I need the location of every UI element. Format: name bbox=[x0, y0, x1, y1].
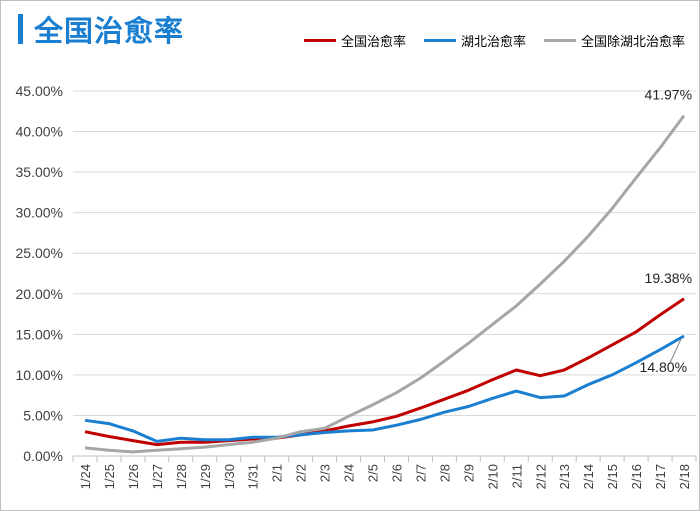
x-tick-label: 2/1 bbox=[270, 464, 285, 482]
y-tick-label: 5.00% bbox=[23, 407, 63, 423]
x-tick-label: 2/4 bbox=[342, 464, 357, 482]
legend-item-national: 全国治愈率 bbox=[303, 31, 406, 50]
y-tick-label: 0.00% bbox=[23, 448, 63, 464]
data-label: 19.38% bbox=[645, 270, 692, 286]
x-tick-label: 2/10 bbox=[485, 464, 500, 489]
x-tick-label: 2/5 bbox=[366, 464, 381, 482]
legend-item-hubei: 湖北治愈率 bbox=[423, 31, 526, 50]
x-tick-label: 2/13 bbox=[557, 464, 572, 489]
legend-label: 全国治愈率 bbox=[340, 35, 406, 50]
x-tick-label: 2/7 bbox=[413, 464, 428, 482]
x-tick-label: 1/29 bbox=[198, 464, 213, 489]
y-tick-label: 40.00% bbox=[16, 124, 63, 140]
x-tick-label: 2/14 bbox=[581, 464, 596, 489]
x-tick-label: 2/18 bbox=[677, 464, 692, 489]
x-tick-label: 1/24 bbox=[78, 464, 93, 489]
y-tick-label: 35.00% bbox=[16, 164, 63, 180]
legend-swatch bbox=[423, 39, 456, 42]
x-tick-label: 2/12 bbox=[533, 464, 548, 489]
x-tick-label: 2/16 bbox=[629, 464, 644, 489]
x-tick-label: 2/2 bbox=[294, 464, 309, 482]
series-line-0 bbox=[84, 297, 685, 447]
x-tick-label: 2/15 bbox=[605, 464, 620, 489]
x-tick-label: 1/25 bbox=[102, 464, 117, 489]
y-tick-label: 10.00% bbox=[16, 367, 63, 383]
legend-swatch bbox=[303, 39, 336, 42]
data-label: 14.80% bbox=[640, 359, 687, 375]
x-tick-label: 2/6 bbox=[389, 464, 404, 482]
legend: 全国治愈率 湖北治愈率 全国除湖北治愈率 bbox=[303, 31, 685, 50]
legend-label: 湖北治愈率 bbox=[460, 35, 526, 50]
legend-swatch bbox=[543, 39, 576, 42]
x-tick-label: 1/31 bbox=[246, 464, 261, 489]
x-tick-label: 1/28 bbox=[174, 464, 189, 489]
chart-title: 全国治愈率 bbox=[34, 14, 185, 48]
y-tick-label: 25.00% bbox=[16, 245, 63, 261]
y-tick-label: 15.00% bbox=[16, 326, 63, 342]
x-tick-label: 2/17 bbox=[653, 464, 668, 489]
legend-item-non-hubei: 全国除湖北治愈率 bbox=[543, 31, 685, 50]
x-tick-label: 1/26 bbox=[126, 464, 141, 489]
y-tick-label: 20.00% bbox=[16, 286, 63, 302]
title-accent-bar bbox=[18, 14, 23, 44]
x-tick-label: 1/27 bbox=[150, 464, 165, 489]
x-tick-label: 1/30 bbox=[222, 464, 237, 489]
x-tick-label: 2/8 bbox=[437, 464, 452, 482]
y-tick-label: 30.00% bbox=[16, 205, 63, 221]
x-tick-label: 2/9 bbox=[461, 464, 476, 482]
legend-label: 全国除湖北治愈率 bbox=[580, 35, 685, 50]
series-line-1 bbox=[84, 334, 685, 443]
y-tick-label: 45.00% bbox=[16, 83, 63, 99]
data-label-leader bbox=[669, 338, 682, 364]
data-label: 41.97% bbox=[645, 87, 692, 103]
x-tick-label: 2/3 bbox=[318, 464, 333, 482]
x-tick-label: 2/11 bbox=[509, 464, 524, 488]
series-line-2 bbox=[84, 114, 686, 454]
